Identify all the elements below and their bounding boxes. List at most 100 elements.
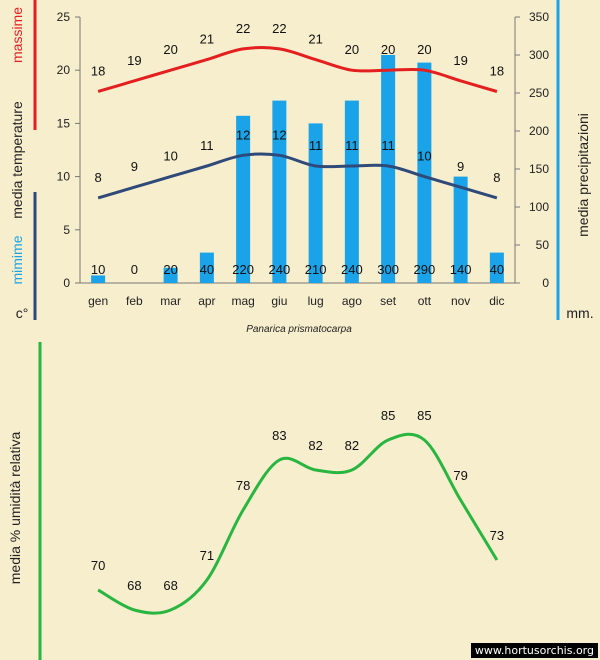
month-tick-label: dic [489, 294, 504, 308]
precipitation-data-label: 40 [490, 262, 504, 277]
precipitation-bar [381, 55, 396, 283]
right-tick-label: 50 [536, 238, 550, 252]
precipitation-data-label: 240 [269, 262, 291, 277]
min-temp-data-label: 10 [417, 149, 431, 164]
precipitation-bar [344, 100, 359, 283]
right-tick-label: 0 [542, 276, 549, 290]
precipitation-bar [199, 252, 214, 283]
month-tick-label: mar [160, 294, 181, 308]
precipitation-bar [236, 115, 251, 283]
precipitation-data-label: 300 [377, 262, 399, 277]
month-tick-label: ago [342, 294, 362, 308]
max-temp-data-label: 19 [453, 53, 467, 68]
max-temp-data-label: 20 [345, 42, 359, 57]
max-temp-data-label: 18 [490, 63, 504, 78]
precipitation-bar [308, 123, 323, 284]
precipitation-bar [163, 267, 178, 283]
min-temp-data-label: 12 [236, 127, 250, 142]
max-temp-data-label: 19 [127, 53, 141, 68]
precipitation-data-label: 140 [450, 262, 472, 277]
humidity-data-label: 78 [236, 478, 250, 493]
left-tick-label: 0 [63, 276, 70, 290]
precipitation-data-label: 10 [91, 262, 105, 277]
min-temp-line [97, 152, 498, 200]
month-tick-label: giu [271, 294, 287, 308]
precipitation-data-label: 220 [232, 262, 254, 277]
humidity-data-label: 82 [345, 438, 359, 453]
humidity-line [97, 432, 499, 615]
humidity-axis-label: media % umidità relativa [7, 432, 23, 585]
right-tick-label: 250 [529, 86, 549, 100]
temperature-precipitation-chart: massime media temperature mimime c° medi… [9, 0, 594, 335]
humidity-data-label: 85 [417, 408, 431, 423]
min-temp-data-label: 8 [493, 170, 500, 185]
min-temp-data-label: 11 [345, 138, 359, 153]
precipitation-data-label: 20 [163, 262, 177, 277]
left-tick-label: 25 [57, 10, 71, 24]
right-tick-label: 300 [529, 48, 549, 62]
humidity-data-label: 70 [91, 558, 105, 573]
min-temp-data-label: 10 [163, 149, 177, 164]
precipitation-unit-label: mm. [566, 305, 593, 321]
right-tick-label: 350 [529, 10, 549, 24]
month-tick-label: mag [231, 294, 254, 308]
precipitation-bar [91, 275, 106, 283]
month-tick-label: gen [88, 294, 108, 308]
precipitation-axis-label: media precipitazioni [575, 113, 591, 237]
humidity-data-label: 68 [163, 578, 177, 593]
humidity-data-label: 83 [272, 428, 286, 443]
site-watermark: www.hortusorchis.org [470, 643, 598, 658]
right-tick-label: 200 [529, 124, 549, 138]
temperature-unit-label: c° [16, 305, 29, 321]
max-temp-data-label: 22 [272, 21, 286, 36]
chart-title: Panarica prismatocarpa [246, 324, 352, 335]
humidity-data-label: 73 [490, 528, 504, 543]
min-temp-label: mimime [9, 235, 25, 284]
right-tick-label: 100 [529, 200, 549, 214]
precipitation-data-label: 290 [414, 262, 436, 277]
precipitation-bar [417, 62, 432, 283]
min-temp-data-label: 9 [457, 159, 464, 174]
month-tick-label: apr [198, 294, 215, 308]
max-temp-data-label: 20 [381, 42, 395, 57]
max-temp-data-label: 21 [200, 32, 214, 47]
max-temp-data-label: 20 [417, 42, 431, 57]
precipitation-data-label: 0 [131, 262, 138, 277]
precipitation-bar [272, 100, 287, 283]
humidity-data-label: 85 [381, 408, 395, 423]
humidity-data-label: 68 [127, 578, 141, 593]
precipitation-bar [453, 176, 468, 283]
month-tick-label: feb [126, 294, 143, 308]
month-tick-label: lug [308, 294, 324, 308]
month-tick-label: nov [451, 294, 470, 308]
max-temp-label: massime [9, 7, 25, 63]
min-temp-data-label: 12 [272, 127, 286, 142]
min-temp-data-label: 8 [95, 170, 102, 185]
max-temp-data-label: 22 [236, 21, 250, 36]
left-tick-label: 5 [63, 223, 70, 237]
max-temp-data-label: 20 [163, 42, 177, 57]
humidity-data-label: 82 [308, 438, 322, 453]
min-temp-data-label: 9 [131, 159, 138, 174]
max-temp-line [97, 46, 498, 93]
left-tick-label: 20 [57, 63, 71, 77]
min-temp-data-label: 11 [381, 138, 395, 153]
left-tick-label: 15 [57, 116, 71, 130]
precipitation-bar [489, 252, 504, 283]
min-temp-data-label: 11 [200, 138, 214, 153]
left-tick-label: 10 [57, 170, 71, 184]
precipitation-data-label: 240 [341, 262, 363, 277]
precipitation-data-label: 40 [200, 262, 214, 277]
min-temp-data-label: 11 [309, 138, 323, 153]
max-temp-data-label: 21 [308, 32, 322, 47]
month-tick-label: set [380, 294, 397, 308]
right-tick-label: 150 [529, 162, 549, 176]
humidity-data-label: 71 [200, 548, 214, 563]
month-tick-label: ott [418, 294, 432, 308]
max-temp-data-label: 18 [91, 63, 105, 78]
humidity-data-label: 79 [453, 468, 467, 483]
precipitation-data-label: 210 [305, 262, 327, 277]
temperature-axis-label: media temperature [9, 101, 25, 219]
